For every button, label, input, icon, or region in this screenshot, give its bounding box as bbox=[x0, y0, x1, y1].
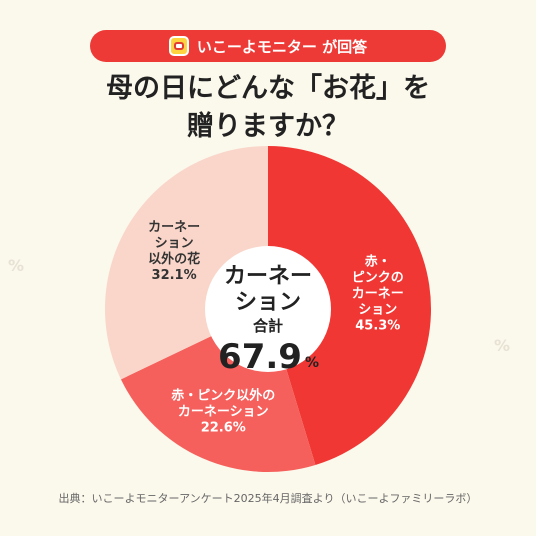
deco-percent-left: % bbox=[8, 256, 25, 275]
center-total-unit: % bbox=[305, 355, 319, 371]
answer-badge: いこーよモニター が回答 bbox=[90, 30, 446, 62]
slice-3-value-label: 32.1% bbox=[152, 268, 197, 283]
slice-3-label-line: ション bbox=[155, 236, 194, 251]
slice-1-label-line: ピンクの bbox=[352, 271, 404, 286]
pie-slice-1 bbox=[268, 146, 431, 465]
source-note: 出典：いこーよモニターアンケート2025年4月調査より（いこーよファミリーラボ） bbox=[58, 492, 478, 505]
slice-1-label-line: ション bbox=[358, 303, 397, 318]
slice-3-label-line: カーネー bbox=[148, 220, 200, 235]
center-label-line-2: ション bbox=[235, 290, 301, 315]
title-line-2: 贈りますか？ bbox=[187, 111, 349, 142]
badge-text: いこーよモニター が回答 bbox=[196, 37, 368, 56]
center-label-line-3: 合計 bbox=[252, 317, 283, 335]
slice-1-label-line: 赤・ bbox=[365, 254, 391, 270]
donut-hole bbox=[205, 246, 331, 372]
slice-1-value-label: 45.3% bbox=[355, 319, 400, 334]
iko-yo-logo-icon bbox=[168, 36, 189, 56]
slice-2-label-line: 赤・ピンク以外の bbox=[171, 388, 275, 404]
center-total-value: 67.9 bbox=[218, 337, 302, 377]
center-label-line-1: カーネー bbox=[224, 264, 312, 289]
title-line-1: 母の日にどんな「お花」を bbox=[106, 73, 430, 104]
slice-2-value-label: 22.6% bbox=[201, 421, 246, 436]
deco-percent-right: % bbox=[494, 336, 511, 355]
page-title: 母の日にどんな「お花」を 贈りますか？ bbox=[0, 70, 536, 146]
slice-2-label-line: カーネーション bbox=[178, 405, 269, 420]
slice-3-label-line: 以外の花 bbox=[148, 251, 200, 267]
slice-1-label-line: カーネー bbox=[352, 287, 404, 302]
